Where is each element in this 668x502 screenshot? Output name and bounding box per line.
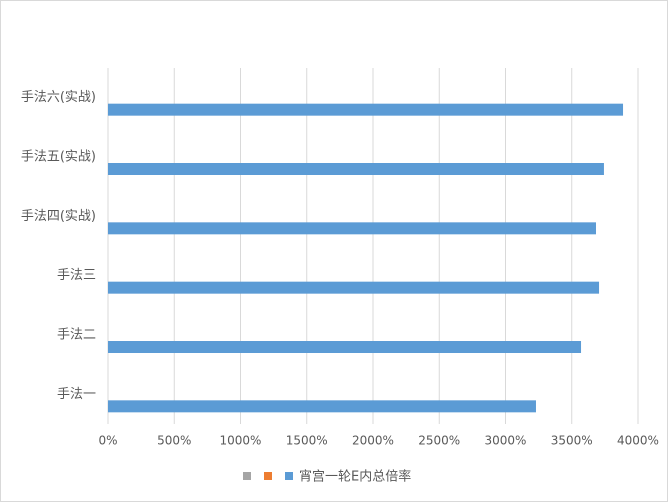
y-tick-label: 手法五(实战) — [21, 150, 96, 165]
legend-swatch — [264, 472, 272, 480]
y-tick-label: 手法六(实战) — [21, 90, 96, 105]
y-tick-label: 手法一 — [57, 387, 96, 402]
bar — [108, 341, 582, 353]
bar — [108, 281, 600, 294]
y-tick-label: 手法三 — [57, 268, 96, 283]
x-tick-label: 2500% — [418, 434, 460, 448]
legend-label: 宵宫一轮E内总倍率 — [299, 469, 411, 485]
bar — [108, 400, 536, 413]
x-tick-label: 0% — [98, 434, 117, 448]
bar — [108, 163, 604, 175]
x-tick-label: 4000% — [617, 434, 659, 448]
x-tick-label: 1500% — [286, 434, 328, 448]
x-tick-label: 500% — [157, 434, 191, 448]
bar — [108, 103, 624, 116]
x-tick-label: 1000% — [220, 434, 262, 448]
x-tick-label: 3000% — [485, 434, 527, 448]
x-tick-label: 2000% — [352, 434, 394, 448]
bar — [108, 222, 596, 235]
y-tick-label: 手法四(实战) — [21, 209, 96, 224]
y-tick-label: 手法二 — [57, 328, 96, 343]
legend-swatch — [243, 472, 251, 480]
legend-swatch — [285, 472, 293, 480]
x-tick-label: 3500% — [551, 434, 593, 448]
